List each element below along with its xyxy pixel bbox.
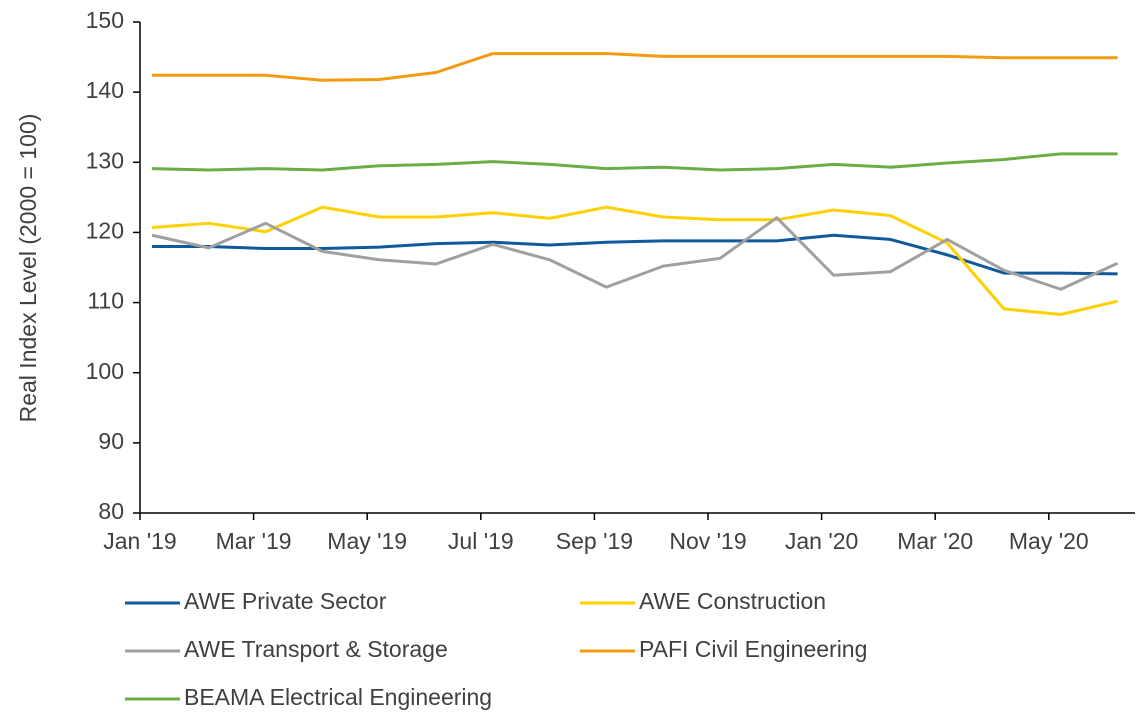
y-tick-label: 110: [87, 288, 124, 314]
series-line: [151, 216, 1119, 291]
x-tick-label: Jan '19: [103, 528, 176, 554]
x-tick-label: Sep '19: [556, 528, 633, 554]
x-tick-label: Nov '19: [669, 528, 746, 554]
y-tick-label: 90: [98, 428, 124, 454]
series-line: [151, 152, 1118, 172]
y-tick-label: 100: [86, 358, 124, 384]
legend-label: BEAMA Electrical Engineering: [184, 684, 492, 710]
legend-label: AWE Transport & Storage: [184, 636, 448, 662]
legend-label: AWE Construction: [639, 588, 826, 614]
y-tick-label: 80: [98, 498, 124, 524]
y-tick-label: 140: [86, 77, 124, 103]
x-tick-label: May '19: [327, 528, 407, 554]
y-tick-label: 130: [86, 147, 124, 173]
x-tick-label: May '20: [1009, 528, 1089, 554]
y-tick-label: 120: [86, 218, 124, 244]
series-line: [151, 205, 1118, 316]
x-tick-label: Jul '19: [448, 528, 514, 554]
x-tick-label: Jan '20: [785, 528, 858, 554]
series-line: [152, 233, 1118, 276]
y-axis-title: Real Index Level (2000 = 100): [15, 114, 41, 423]
legend-label: PAFI Civil Engineering: [639, 636, 867, 662]
legend-label: AWE Private Sector: [184, 588, 387, 614]
x-tick-label: Mar '20: [897, 528, 973, 554]
x-tick-label: Mar '19: [216, 528, 292, 554]
series-line: [152, 52, 1118, 82]
y-tick-label: 150: [86, 7, 124, 33]
